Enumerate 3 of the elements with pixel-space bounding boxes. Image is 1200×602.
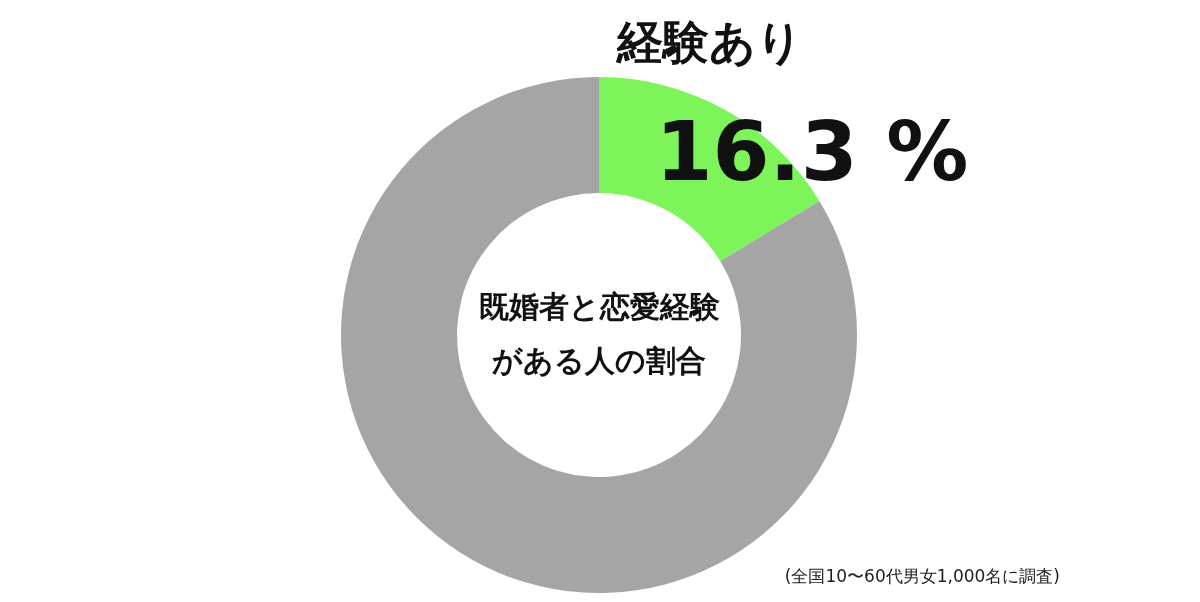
slice-label: 経験あり	[615, 15, 803, 69]
text: (全国10〜60代男女1,000名に調査)	[784, 566, 1060, 586]
text: 既婚者と恋愛経験がある人の割合	[478, 289, 720, 378]
